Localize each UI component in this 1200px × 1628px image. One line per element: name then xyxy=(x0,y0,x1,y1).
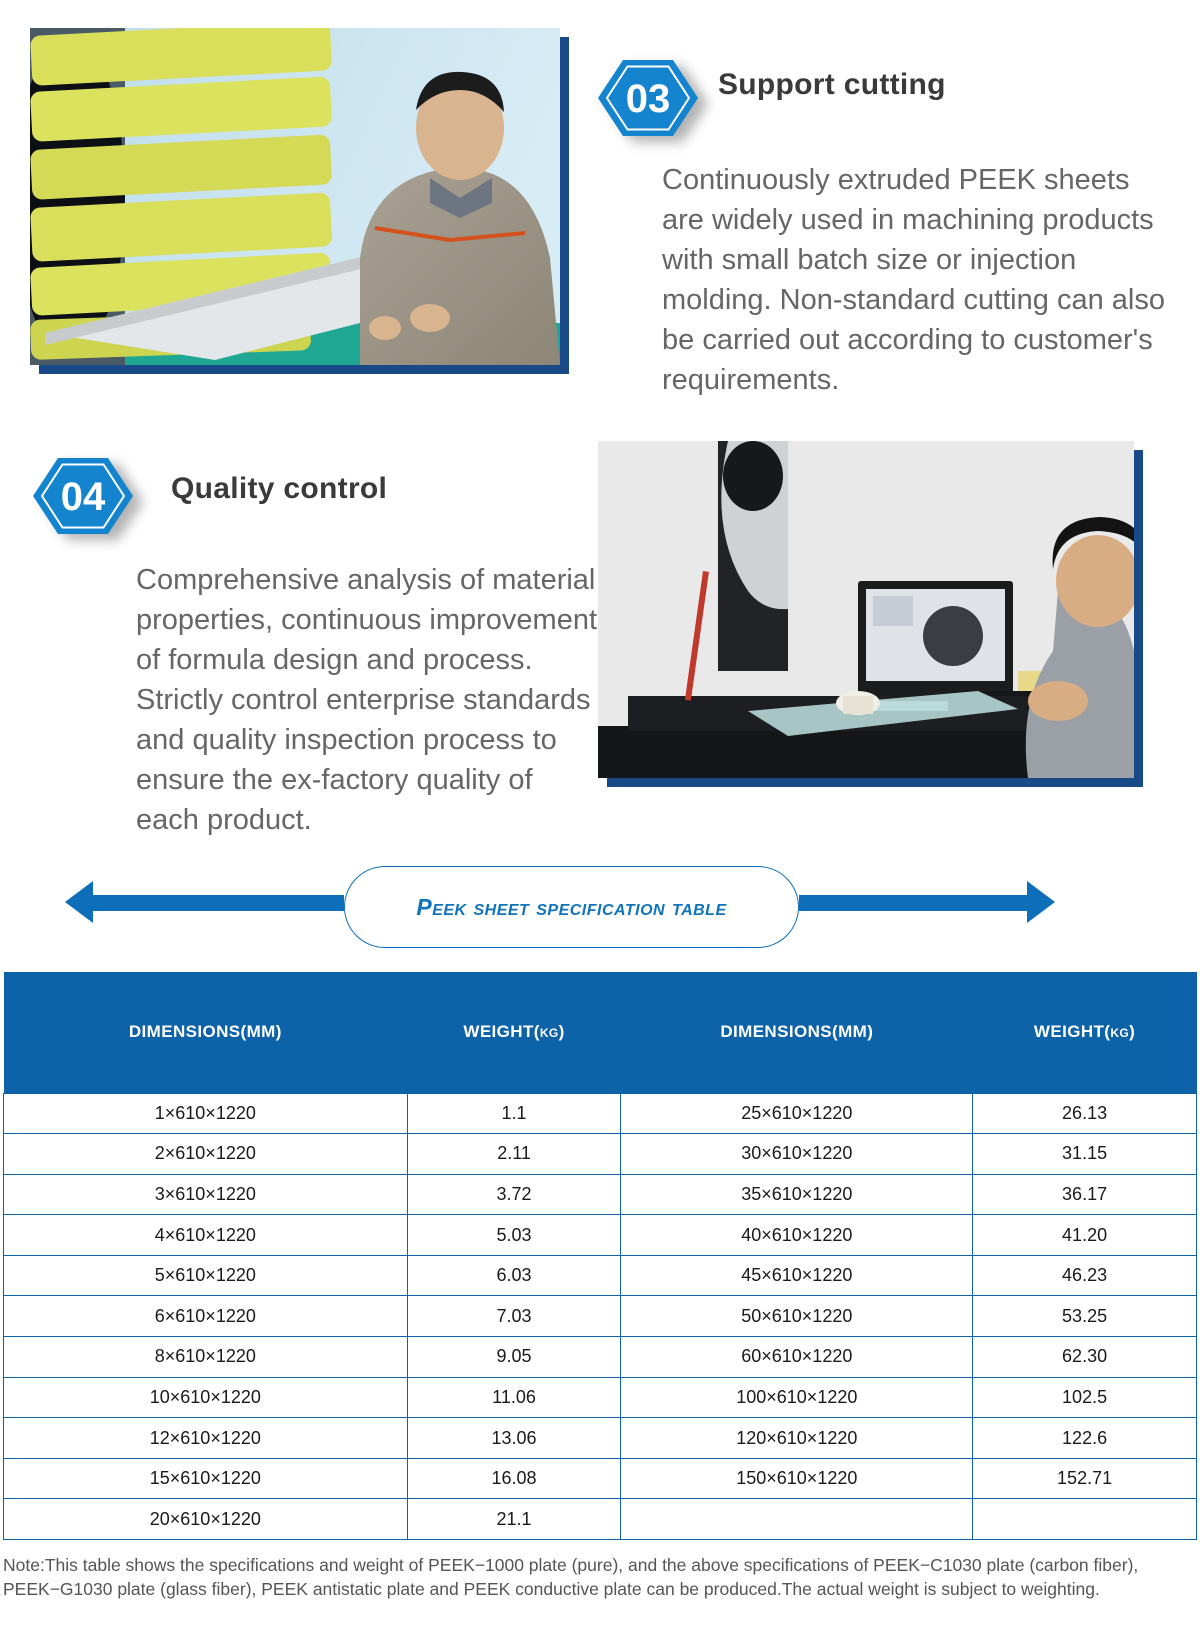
svg-text:04: 04 xyxy=(61,475,106,519)
svg-text:03: 03 xyxy=(626,77,671,121)
